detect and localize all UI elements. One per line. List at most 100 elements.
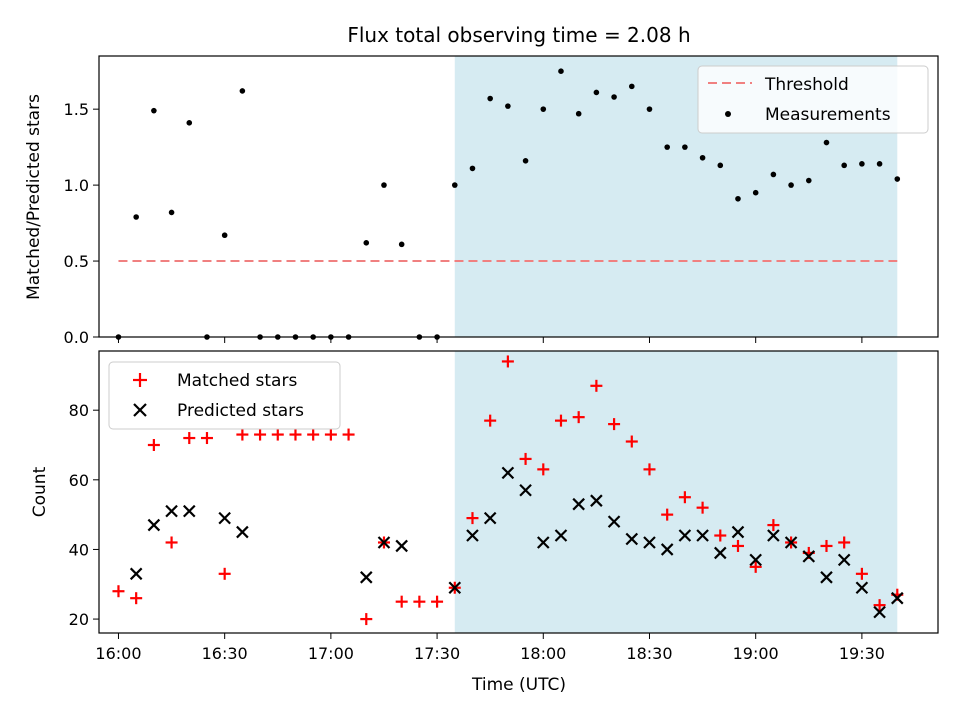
measurement-point <box>575 110 582 117</box>
predicted-star-point <box>784 536 798 549</box>
predicted-star-point <box>891 591 904 605</box>
measurement-point <box>770 171 777 178</box>
predicted-star-point <box>820 571 833 584</box>
top-y-tick-label: 1.0 <box>64 176 89 195</box>
measurement-point <box>540 106 547 112</box>
matched-star-point <box>767 519 780 532</box>
matched-star-point <box>183 432 196 445</box>
measurement-point <box>505 103 511 109</box>
matched-star-point <box>200 432 213 445</box>
predicted-star-point <box>483 511 497 525</box>
x-tick-label: 17:00 <box>308 644 354 663</box>
matched-star-point <box>661 508 674 521</box>
top-legend-box <box>697 65 929 134</box>
bottom-panel: 20 40 60 80 16:00 16:30 17:00 17:30 18:00 18:30 1… <box>30 350 939 695</box>
matched-star-point <box>608 418 621 431</box>
predicted-star-point <box>714 546 727 560</box>
matched-star-point <box>431 595 444 608</box>
measurement-points <box>115 68 901 340</box>
predicted-star-point <box>678 529 692 542</box>
matched-star-point <box>254 428 267 441</box>
matched-star-point <box>714 529 727 542</box>
matched-star-point <box>342 428 355 441</box>
measurement-point <box>894 176 901 182</box>
predicted-star-point <box>218 511 231 525</box>
top-panel: 0.0 0.5 1.0 1.5 Matched/Predicted stars Thr… <box>24 55 939 347</box>
predicted-star-point <box>873 605 886 619</box>
predicted-star-point <box>448 581 462 595</box>
predicted-star-point <box>359 571 373 584</box>
matched-star-point <box>696 501 709 514</box>
predicted-star-point <box>537 536 550 549</box>
matched-star-point <box>519 452 532 465</box>
matched-star-point <box>838 536 851 549</box>
predicted-star-point <box>395 539 408 553</box>
matched-star-point <box>324 428 337 441</box>
measurement-point <box>133 214 139 220</box>
measurement-point <box>221 232 228 239</box>
measurement-point <box>752 189 759 196</box>
predicted-star-point <box>129 567 143 581</box>
matched-star-point <box>307 428 320 441</box>
bottom-y-tick-label: 60 <box>69 471 89 490</box>
predicted-star-point <box>696 529 709 542</box>
predicted-star-point <box>165 504 178 518</box>
bottom-y-axis-label: Count <box>30 466 50 517</box>
bottom-y-tick-label: 40 <box>69 540 89 559</box>
predicted-star-point <box>147 518 161 532</box>
matched-star-point <box>572 411 585 424</box>
matched-star-point <box>147 439 160 451</box>
predicted-star-point <box>660 543 674 556</box>
legend-predicted-label: Predicted stars <box>177 401 304 421</box>
predicted-star-point <box>519 483 532 497</box>
x-tick-label: 18:30 <box>626 644 672 663</box>
matched-star-point <box>820 539 833 552</box>
predicted-star-point <box>236 525 249 539</box>
measurement-point <box>735 195 741 202</box>
measurement-point <box>876 161 883 167</box>
bottom-y-tick-label: 20 <box>69 610 89 629</box>
predicted-star-point <box>855 581 869 595</box>
matched-star-point <box>554 414 567 427</box>
legend-measurements-swatch <box>725 111 731 117</box>
matched-star-point <box>501 355 514 368</box>
x-tick-label: 17:30 <box>414 644 460 663</box>
measurement-point <box>239 88 246 94</box>
matched-star-point <box>413 595 426 608</box>
matched-star-point <box>271 428 284 441</box>
measurement-point <box>664 144 670 150</box>
matched-star-point <box>289 428 302 441</box>
x-axis-label: Time (UTC) <box>471 675 566 695</box>
top-y-tick-label: 1.5 <box>64 100 89 119</box>
predicted-star-point <box>802 550 816 563</box>
bottom-axes-frame <box>98 350 939 634</box>
matched-star-point <box>731 539 744 552</box>
top-y-axis-label: Matched/Predicted stars <box>24 94 44 300</box>
x-tick-label: 16:30 <box>202 644 248 663</box>
matched-star-point <box>537 463 550 476</box>
measurement-point <box>469 165 476 172</box>
measurement-point <box>788 182 794 188</box>
bottom-y-tick-label: 80 <box>69 401 89 420</box>
matched-star-point <box>749 560 762 573</box>
measurement-point <box>805 177 812 184</box>
predicted-star-point <box>572 497 585 511</box>
measurement-point <box>859 161 865 167</box>
predicted-star-point <box>625 532 639 546</box>
predicted-star-point <box>607 515 621 528</box>
matched-star-point <box>873 599 886 612</box>
predicted-stars-points <box>129 466 904 619</box>
predicted-star-point <box>643 536 656 549</box>
bottom-legend-box <box>108 361 341 430</box>
measurement-point <box>717 162 724 169</box>
legend-threshold-label: Threshold <box>764 75 849 95</box>
measurement-point <box>381 182 387 188</box>
measurement-point <box>593 89 600 96</box>
matched-star-point <box>218 567 231 580</box>
measurement-point <box>841 162 847 169</box>
measurement-point <box>168 209 175 216</box>
measurement-point <box>151 107 157 114</box>
matched-star-point <box>855 567 868 580</box>
measurement-point <box>186 120 193 126</box>
